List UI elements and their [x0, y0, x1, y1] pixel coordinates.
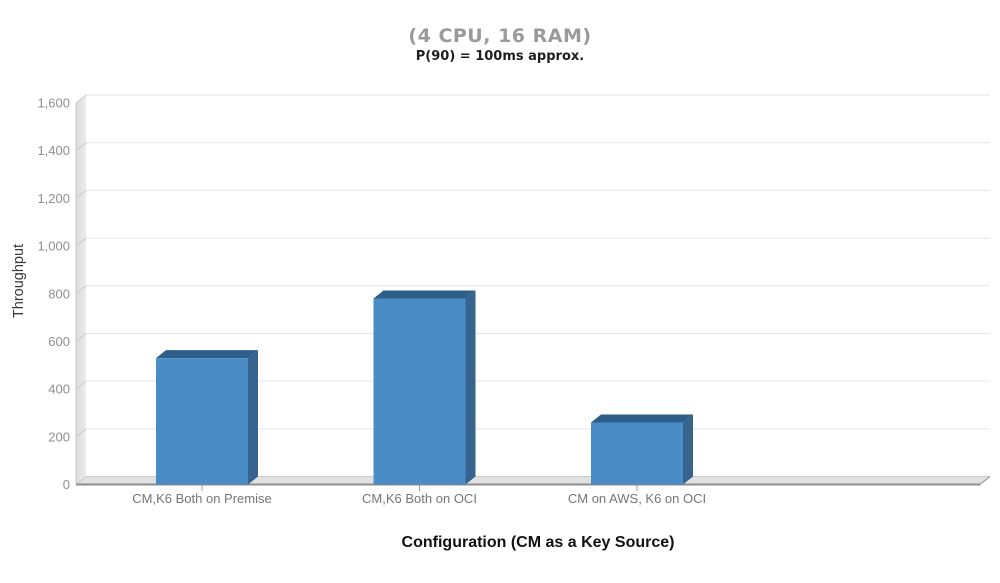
- bar-top-face: [373, 290, 476, 299]
- chart-title: (4 CPU, 16 RAM): [408, 25, 592, 47]
- wall-gridline-bevel: [75, 285, 87, 295]
- bar-top-face: [591, 414, 693, 423]
- bar-2[interactable]: [591, 414, 693, 485]
- y-tick-label: 1,200: [37, 191, 70, 206]
- y-axis-title: Throughput: [11, 243, 27, 319]
- y-tick-label: 600: [48, 334, 70, 349]
- wall-gridline-bevel: [75, 428, 87, 438]
- bar-front-face: [591, 422, 683, 485]
- y-tick-label: 1,000: [37, 239, 70, 254]
- chart-subtitle: P(90) = 100ms approx.: [415, 49, 585, 64]
- wall-gridline-bevel: [75, 380, 87, 390]
- x-category-label: CM on AWS, K6 on OCI: [568, 491, 706, 506]
- y-tick-label: 200: [48, 429, 70, 444]
- bar-side-face: [248, 350, 258, 485]
- wall-gridline-bevel: [75, 94, 87, 104]
- bar-top-face: [156, 350, 258, 359]
- chart-floor: [76, 476, 990, 485]
- wall-gridline-bevel: [75, 237, 87, 247]
- wall-gridline-bevel: [75, 333, 87, 342]
- wall-gridline-bevel: [75, 476, 87, 485]
- wall-gridline-bevel: [75, 189, 87, 199]
- wall-gridline-bevel: [75, 142, 87, 152]
- bar-front-face: [373, 298, 466, 485]
- bar-side-face: [465, 290, 476, 485]
- bar-side-face: [683, 414, 693, 485]
- y-tick-label: 400: [48, 382, 70, 397]
- y-tick-label: 1,600: [37, 96, 70, 111]
- y-tick-label: 0: [63, 477, 70, 492]
- floor-right-diagonal: [979, 476, 991, 485]
- bar-0[interactable]: [156, 350, 258, 485]
- y-tick-label: 800: [48, 286, 70, 301]
- x-category-label: CM,K6 Both on OCI: [362, 491, 477, 506]
- x-category-label: CM,K6 Both on Premise: [132, 491, 271, 506]
- y-tick-label: 1,400: [37, 143, 70, 158]
- x-axis-title: Configuration (CM as a Key Source): [401, 534, 675, 551]
- bar-front-face: [156, 358, 248, 485]
- bar-1[interactable]: [373, 290, 476, 485]
